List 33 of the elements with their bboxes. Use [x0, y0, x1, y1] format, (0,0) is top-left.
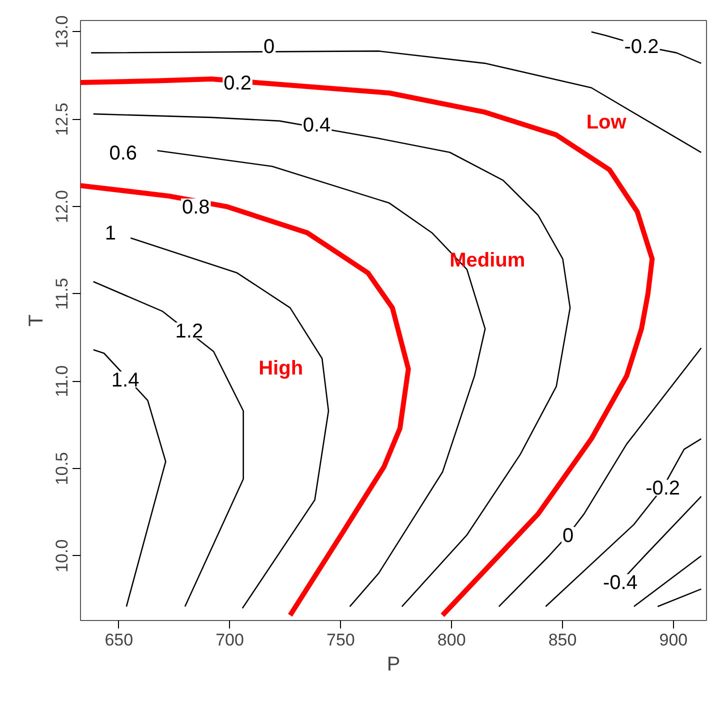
line-series: [92, 280, 244, 608]
x-tick-label: 700: [216, 630, 244, 650]
y-tick-label: 13.0: [52, 15, 72, 48]
annotation: -0.2: [646, 478, 680, 500]
y-tick-label: 10.5: [52, 452, 72, 486]
line-series: [498, 347, 702, 608]
annotation: 0.4: [302, 114, 331, 136]
y-tick-label: 11.5: [52, 278, 72, 310]
y-tick-label: 11.0: [52, 365, 72, 398]
y-tick-label: 12.5: [52, 102, 72, 136]
x-tick-label: 900: [659, 630, 688, 650]
annotation: High: [258, 358, 304, 380]
annotation: 0: [562, 524, 574, 547]
x-axis-title: P: [386, 654, 400, 676]
annotation: 0.6: [109, 142, 137, 164]
annotation: 1: [104, 222, 116, 245]
annotation: 1.4: [111, 369, 140, 392]
x-tick-label: 750: [326, 630, 355, 650]
annotation: 0.2: [224, 72, 252, 95]
x-tick-label: 800: [437, 630, 466, 650]
y-axis-title: T: [26, 314, 48, 327]
x-tick-label: 650: [104, 630, 134, 650]
x-tick-label: 850: [548, 630, 577, 650]
annotation: Low: [586, 112, 627, 134]
annotation: 1.2: [175, 320, 204, 343]
y-tick-label: 12.0: [52, 190, 72, 224]
line-series: [92, 349, 166, 608]
annotation: 0: [263, 36, 275, 58]
line-series: [545, 438, 702, 608]
annotation: -0.4: [602, 572, 638, 594]
y-tick-label: 10.0: [52, 539, 72, 572]
line-series: [92, 113, 571, 608]
annotation: 0.8: [182, 196, 210, 219]
